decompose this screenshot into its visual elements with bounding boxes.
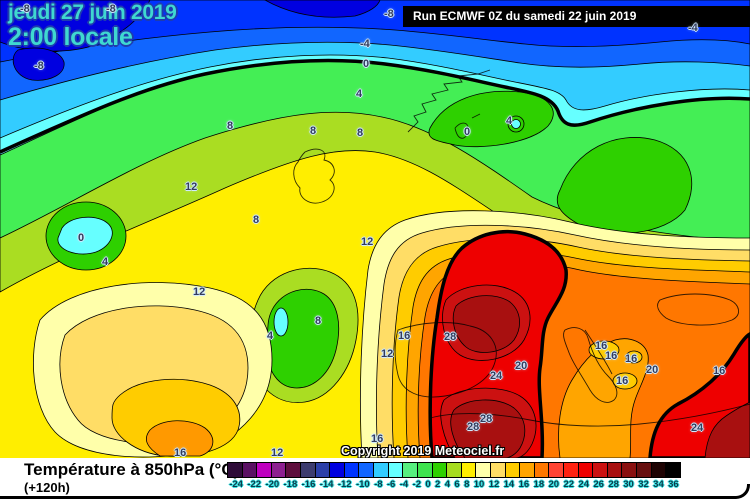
legend-value: 16: [518, 479, 530, 490]
legend-value: 12: [488, 479, 500, 490]
legend-cell: [461, 463, 477, 477]
legend-value: 4: [444, 479, 451, 490]
legend-cell: [432, 463, 448, 477]
legend-panel: Température à 850hPa (°C) (+120h) -24 -22…: [0, 458, 750, 502]
legend-cell: [593, 463, 608, 477]
legend-value: 14: [503, 479, 515, 490]
legend-value: 8: [464, 479, 470, 490]
legend-value: 10: [473, 479, 485, 490]
legend-cell: [549, 463, 565, 477]
model-run-label: Run ECMWF 0Z du samedi 22 juin 2019: [413, 9, 637, 23]
legend-cell: [315, 463, 331, 477]
valid-date-overlay: jeudi 27 juin 2019 2:00 locale: [8, 2, 177, 50]
legend-value: -22: [247, 479, 262, 490]
legend-value: -12: [337, 479, 352, 490]
legend-value: 0: [425, 479, 431, 490]
legend-cell: [374, 463, 389, 477]
legend-value: -14: [319, 479, 334, 490]
legend-value: 30: [623, 479, 634, 490]
legend-cell: [301, 463, 316, 477]
legend-value: -8: [374, 479, 383, 490]
model-run-banner: Run ECMWF 0Z du samedi 22 juin 2019: [403, 6, 750, 27]
legend-value: -4: [399, 479, 409, 490]
legend-forecast-hour: (+120h): [24, 480, 70, 495]
legend-value: 28: [608, 479, 619, 490]
legend-cell: [359, 463, 375, 477]
legend-value: -10: [355, 479, 370, 490]
legend-cell: [637, 463, 652, 477]
legend-cell: [271, 463, 287, 477]
legend-cell: [520, 463, 535, 477]
legend-title: Température à 850hPa (°C): [24, 460, 240, 479]
legend-value: -20: [265, 479, 280, 490]
legend-value: 22: [563, 479, 575, 490]
valid-time: 2:00 locale: [8, 22, 133, 51]
legend-value: -18: [283, 479, 298, 490]
legend-cell: [505, 463, 521, 477]
legend-value: 34: [653, 479, 664, 490]
legend-value: 18: [533, 479, 545, 490]
legend-cell: [447, 463, 462, 477]
legend-cell: [242, 463, 258, 477]
valid-date: jeudi 27 juin 2019: [8, 1, 177, 24]
legend-cell: [534, 463, 550, 477]
legend-value: 2: [435, 479, 441, 490]
color-scale: -24 -22 -20 -18 -16 -14 -12 -10 -8 -6 -4 -2 0 2 4 6 8 10 1…: [227, 462, 681, 490]
legend-value: 36: [668, 479, 679, 490]
copyright-watermark: Copyright 2019 Meteociel.fr: [341, 444, 505, 458]
legend-cell: [403, 463, 418, 477]
legend-value: 6: [454, 479, 460, 490]
coastlines: [293, 69, 750, 427]
legend-cell: [578, 463, 594, 477]
legend-cell: [286, 463, 302, 477]
legend-cell: [228, 463, 243, 477]
legend-value: 32: [638, 479, 649, 490]
legend-cells: [227, 462, 681, 478]
legend-values: -24 -22 -20 -18 -16 -14 -12 -10 -8 -6 -4 -2 0 2 4 6 8 10 1…: [227, 479, 681, 490]
legend-value: 26: [593, 479, 604, 490]
legend-cell: [344, 463, 360, 477]
legend-value: -24: [229, 479, 243, 490]
legend-cell: [564, 463, 579, 477]
legend-value: -16: [301, 479, 316, 490]
map-area: jeudi 27 juin 2019 2:00 locale Run ECMWF…: [0, 0, 750, 458]
legend-cell: [330, 463, 345, 477]
map-graphic: [0, 0, 750, 458]
legend-value: -6: [386, 479, 396, 490]
legend-cell: [666, 463, 680, 477]
legend-cell: [388, 463, 404, 477]
legend-cell: [622, 463, 638, 477]
legend-cell: [651, 463, 667, 477]
legend-value: 20: [548, 479, 560, 490]
legend-cell: [476, 463, 491, 477]
legend-cell: [607, 463, 623, 477]
legend-cell: [257, 463, 272, 477]
legend-cell: [490, 463, 506, 477]
legend-value: 24: [578, 479, 589, 490]
legend-value: -2: [412, 479, 421, 490]
legend-cell: [417, 463, 433, 477]
